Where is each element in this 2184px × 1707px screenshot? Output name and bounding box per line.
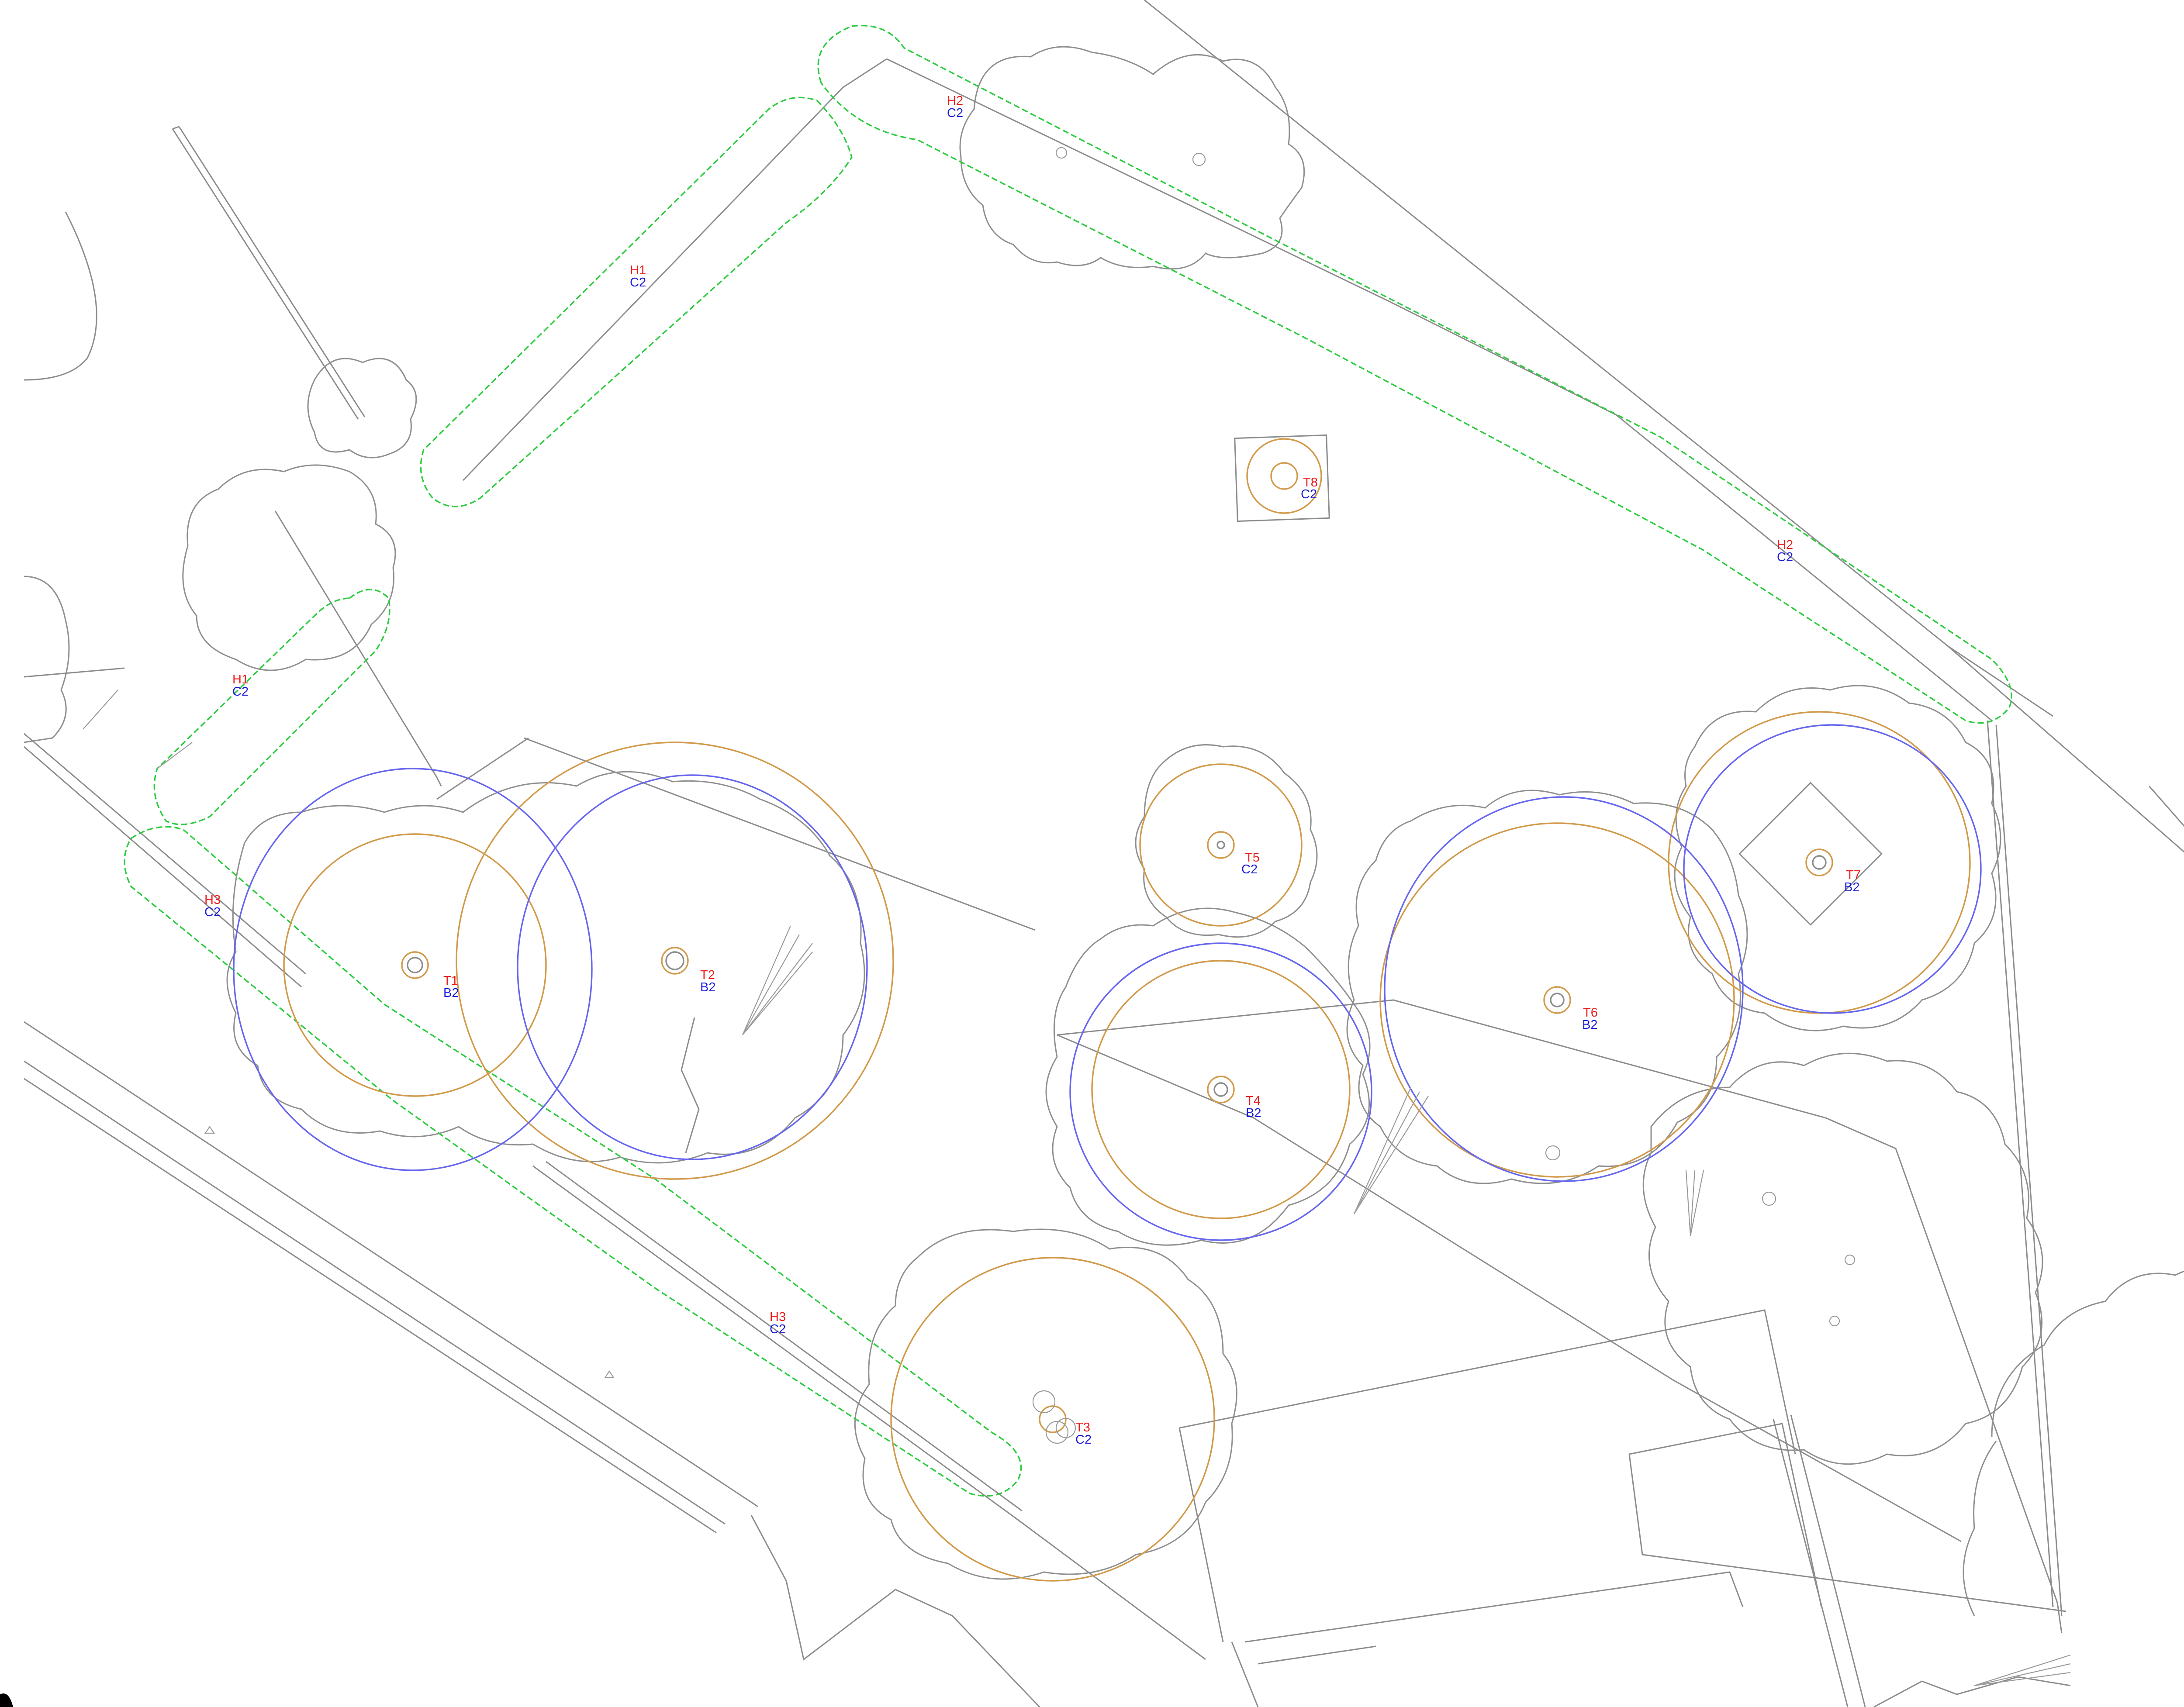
tree-stems — [401, 462, 1833, 1444]
stem-t5 — [1207, 831, 1235, 859]
canopy-t3 — [854, 1228, 1237, 1580]
corner-mark — [0, 1693, 13, 1707]
hedge-category-h3-left: C2 — [204, 905, 221, 919]
canopy-t4 — [1045, 907, 1371, 1246]
canopy-top-right — [959, 46, 1305, 270]
canopy-top-left-small — [307, 358, 417, 459]
rpa-t6 — [1379, 822, 1735, 1178]
canopy-t5 — [1135, 744, 1318, 938]
crown-spreads — [233, 724, 1982, 1241]
fan-symbol — [1685, 1170, 1704, 1236]
tree-id-t7: T7 — [1846, 868, 1861, 882]
stem-t7 — [1805, 848, 1833, 876]
rpa-t5 — [1139, 763, 1303, 927]
tree-category-t6: B2 — [1582, 1018, 1597, 1032]
hedge-id-h2-right: H2 — [1777, 538, 1793, 552]
small-shrub-symbol — [1829, 1315, 1840, 1327]
hedge-h1-upper — [420, 97, 853, 507]
tree-id-t4: T4 — [1246, 1094, 1261, 1108]
rpa-t2 — [456, 741, 894, 1180]
fan-symbol — [1974, 1654, 2071, 1686]
hedge-category-h3-bottom: C2 — [770, 1322, 786, 1336]
tree-id-t2: T2 — [700, 968, 715, 982]
rpa-t8 — [1246, 438, 1322, 514]
site-linework — [24, 0, 2184, 1707]
stem-t2 — [661, 947, 689, 975]
rpa-t3 — [890, 1257, 1215, 1582]
hedge-category-h2-top: C2 — [947, 106, 963, 120]
hedge-category-h2-right: C2 — [1777, 550, 1793, 564]
hedge-category-h1-lower: C2 — [232, 685, 249, 699]
stem-t1 — [401, 951, 429, 979]
fan-symbol — [83, 690, 193, 769]
stem-t4 — [1207, 1076, 1235, 1104]
hedge-outlines — [124, 24, 2012, 1497]
tree-id-t5: T5 — [1245, 851, 1260, 865]
level-marker-symbol — [204, 1126, 615, 1379]
hedge-id-h3-left: H3 — [204, 893, 221, 907]
tree-id-t8: T8 — [1303, 476, 1318, 490]
hedge-id-h1-upper: H1 — [630, 263, 646, 277]
hedge-h2-top — [817, 24, 2012, 724]
hedge-category-h1-upper: C2 — [630, 276, 646, 290]
small-shrub-symbol — [1545, 1145, 1561, 1161]
hedge-h3 — [124, 826, 1022, 1497]
canopy-bottom-right — [1642, 1052, 2043, 1465]
fan-symbol — [742, 925, 813, 1035]
tree-category-t1: B2 — [443, 986, 459, 1000]
tree-category-t5: C2 — [1241, 862, 1258, 876]
hedge-id-h2-top: H2 — [947, 94, 963, 108]
small-shrub-symbol — [1055, 147, 1068, 159]
crown-t2 — [517, 774, 868, 1160]
labels: T1 B2 T2 B2 T3 C2 T4 B2 T5 C2 T6 B2 T7 B… — [204, 94, 1861, 1447]
canopy-far-right — [1963, 1270, 2184, 1616]
hedge-id-h1-lower: H1 — [232, 672, 249, 686]
canopy-t7 — [1674, 685, 2001, 1031]
stem-t8 — [1270, 462, 1298, 490]
hedge-id-h3-bottom: H3 — [770, 1310, 786, 1324]
canopy-left-edge — [24, 576, 70, 743]
crown-t6 — [1384, 796, 1744, 1182]
hedge-h1-lower — [153, 589, 390, 825]
tree-category-t3: C2 — [1075, 1433, 1092, 1447]
crown-t7 — [1683, 724, 1982, 1014]
site-symbols — [83, 147, 2071, 1686]
canopy-left-cluster — [182, 464, 396, 671]
tree-category-t8: C2 — [1301, 487, 1317, 501]
small-shrub-symbol — [1762, 1191, 1776, 1206]
fan-symbol — [1353, 1087, 1429, 1214]
root-protection-areas — [283, 438, 1971, 1582]
tree-id-t3: T3 — [1075, 1421, 1090, 1435]
stem-t3 — [1032, 1390, 1076, 1444]
small-shrub-symbol — [1192, 152, 1206, 166]
tree-category-t7: B2 — [1844, 880, 1859, 894]
rpa-t4 — [1091, 960, 1351, 1219]
tree-category-t4: B2 — [1246, 1106, 1261, 1120]
tree-category-t2: B2 — [700, 980, 715, 994]
crown-t4 — [1069, 942, 1372, 1241]
tree-id-t6: T6 — [1583, 1006, 1598, 1020]
crown-t1 — [233, 768, 593, 1171]
tree-id-t1: T1 — [443, 974, 458, 988]
stem-t6 — [1543, 986, 1571, 1014]
small-shrub-symbol — [1844, 1254, 1856, 1266]
rpa-t1 — [283, 833, 547, 1097]
